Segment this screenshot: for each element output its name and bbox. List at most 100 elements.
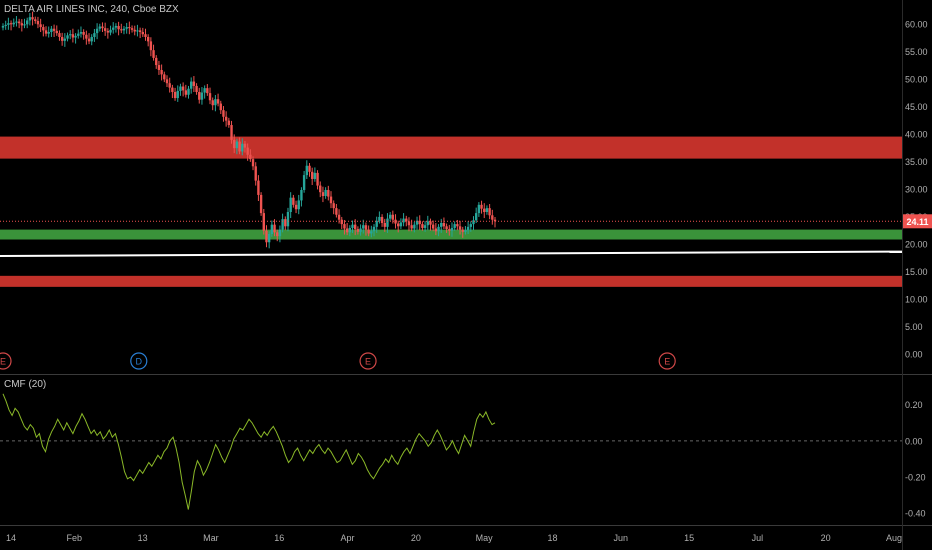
- candle-body: [195, 85, 198, 93]
- candle-body: [112, 27, 115, 30]
- candle-body: [224, 116, 228, 121]
- candle-body: [160, 69, 163, 75]
- candle-body: [372, 226, 376, 232]
- price-tick-label: 55.00: [905, 47, 928, 57]
- time-tick-label: 16: [274, 533, 284, 543]
- price-tick-label: 45.00: [905, 102, 928, 112]
- earnings-marker: [658, 352, 676, 370]
- candle-body: [168, 83, 171, 88]
- candle-body: [36, 21, 40, 25]
- candle-body: [359, 228, 362, 232]
- candle-body: [117, 25, 120, 30]
- candle-body: [335, 208, 338, 215]
- candle-body: [87, 38, 91, 42]
- candle-body: [157, 65, 161, 70]
- candle-body: [445, 226, 448, 230]
- candle-body: [77, 33, 80, 36]
- candle-body: [214, 99, 217, 106]
- candle-body: [397, 223, 400, 227]
- candle-body: [66, 35, 69, 39]
- candle-body: [138, 30, 142, 33]
- price-tick-label: 30.00: [905, 184, 928, 194]
- candle-body: [1, 25, 5, 28]
- candle-body: [82, 32, 85, 35]
- candle-body: [431, 224, 435, 229]
- candle-body: [165, 79, 169, 84]
- time-tick-label: 14: [6, 533, 16, 543]
- candle-body: [133, 29, 136, 32]
- candle-body: [7, 23, 10, 25]
- candle-body: [20, 23, 24, 26]
- candle-body: [343, 224, 346, 229]
- cmf-tick-label: 0.00: [905, 436, 923, 446]
- candle-body: [310, 171, 314, 179]
- candle-body: [348, 227, 352, 233]
- candle-body: [101, 26, 104, 29]
- candle-body: [337, 214, 341, 220]
- candle-body: [9, 23, 13, 25]
- candle-body: [464, 230, 467, 232]
- candle-body: [327, 189, 330, 197]
- candle-body: [440, 223, 443, 227]
- candle-body: [125, 27, 128, 29]
- candle-body: [44, 30, 48, 34]
- price-tick-label: 40.00: [905, 129, 928, 139]
- candle-body: [34, 19, 37, 22]
- candle-body: [257, 180, 260, 195]
- time-tick-label: May: [476, 533, 494, 543]
- candle-body: [50, 28, 53, 33]
- candle-body: [203, 88, 206, 93]
- candle-body: [189, 81, 193, 89]
- candle-body: [39, 24, 42, 28]
- candle-body: [480, 204, 483, 209]
- candle-body: [405, 218, 408, 222]
- candle-body: [474, 213, 478, 221]
- candle-body: [292, 197, 295, 205]
- price-tick-label: 10.00: [905, 294, 928, 304]
- time-tick-label: 15: [684, 533, 694, 543]
- candle-body: [109, 29, 112, 33]
- event-marker-label: E: [365, 357, 371, 367]
- candle-body: [456, 224, 459, 227]
- candle-body: [437, 226, 440, 232]
- candle-body: [324, 189, 327, 197]
- candle-body: [171, 87, 174, 93]
- price-tick-label: 15.00: [905, 267, 928, 277]
- candle-body: [155, 57, 158, 66]
- candle-body: [28, 17, 32, 21]
- candle-body: [238, 141, 241, 152]
- candle-body: [458, 226, 462, 230]
- candle-body: [31, 17, 34, 20]
- candle-body: [259, 194, 263, 214]
- event-marker-label: D: [136, 357, 143, 367]
- earnings-marker: [0, 352, 12, 370]
- candle-body: [485, 208, 489, 212]
- cmf-line: [2, 393, 496, 510]
- candle-body: [370, 231, 373, 234]
- candle-body: [423, 225, 427, 228]
- candle-body: [421, 224, 424, 228]
- candle-body: [267, 234, 271, 243]
- candle-body: [469, 224, 473, 227]
- candle-body: [184, 90, 188, 95]
- candle-body: [391, 214, 395, 220]
- candle-body: [79, 32, 83, 34]
- candle-body: [461, 229, 464, 232]
- candle-body: [222, 110, 225, 117]
- candle-body: [136, 30, 139, 32]
- candle-body: [144, 34, 147, 37]
- candle-body: [329, 196, 333, 204]
- candle-body: [128, 27, 131, 29]
- candle-body: [254, 166, 257, 181]
- candle-body: [308, 165, 311, 172]
- symbol-title: DELTA AIR LINES INC, 240, Cboe BZX: [4, 4, 179, 15]
- candle-body: [211, 100, 214, 106]
- candle-body: [270, 224, 274, 235]
- candle-body: [146, 36, 150, 42]
- candle-body: [235, 141, 239, 149]
- candle-body: [415, 220, 419, 225]
- candle-body: [410, 225, 413, 229]
- candle-body: [488, 208, 491, 216]
- price-tick-label: 20.00: [905, 239, 928, 249]
